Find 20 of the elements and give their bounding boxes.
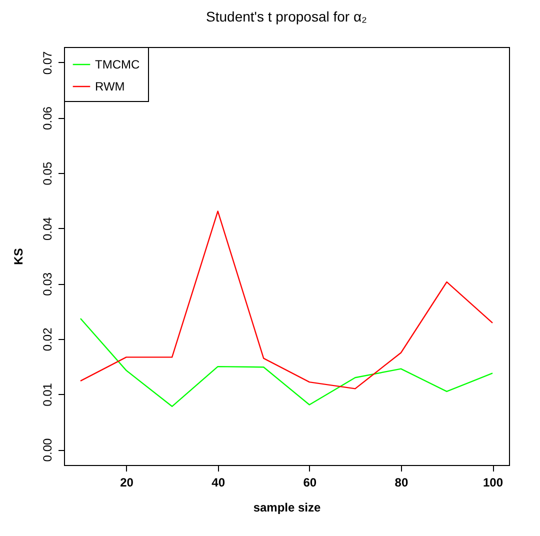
legend-label: RWM [95,80,125,94]
line-series [80,210,494,390]
y-tick-label: 0.01 [40,382,54,406]
x-tick-label: 20 [120,476,134,490]
y-tick-label: 0.02 [40,327,54,352]
legend-label: TMCMC [95,58,140,72]
y-axis-title: KS [12,248,26,265]
x-tick-label: 40 [212,476,226,490]
y-tick-label: 0.05 [40,162,54,186]
y-tick-label: 0.07 [40,50,54,75]
x-tick-label: 80 [394,476,408,490]
line-series [80,318,494,407]
chart-title: Student's t proposal for α₂ [206,8,367,24]
y-tick-label: 0.03 [40,272,54,296]
x-tick-label: 60 [303,476,317,490]
x-axis-title: sample size [253,500,322,514]
y-tick-label: 0.00 [40,438,54,462]
y-tick-label: 0.06 [40,106,54,130]
y-tick-label: 0.04 [40,216,54,241]
x-tick-label: 100 [483,476,504,490]
